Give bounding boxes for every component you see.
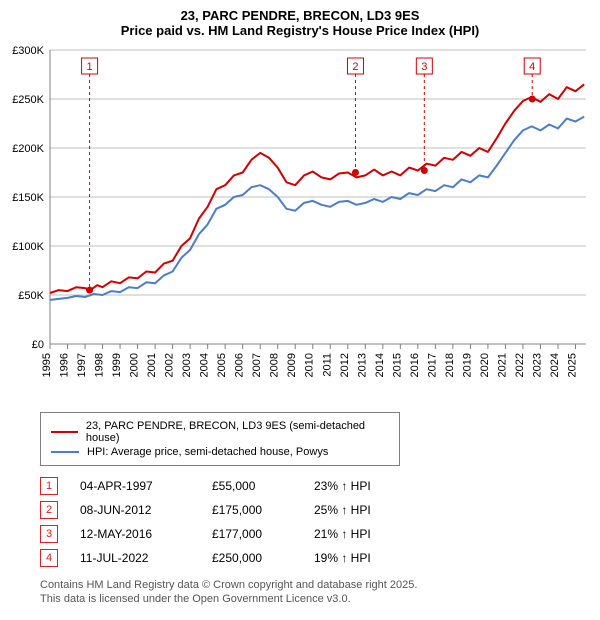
svg-text:2020: 2020 [479,353,491,377]
svg-text:2004: 2004 [199,353,211,377]
svg-text:2025: 2025 [566,353,578,377]
svg-text:1997: 1997 [76,353,88,377]
svg-text:2021: 2021 [496,353,508,377]
svg-text:£250K: £250K [12,94,44,106]
svg-text:2007: 2007 [251,353,263,377]
sale-date: 08-JUN-2012 [80,503,190,517]
svg-text:2001: 2001 [146,353,158,377]
svg-text:1998: 1998 [94,353,106,377]
svg-text:2006: 2006 [234,353,246,377]
svg-text:2023: 2023 [531,353,543,377]
title-subtitle: Price paid vs. HM Land Registry's House … [6,23,594,38]
svg-text:2013: 2013 [356,353,368,377]
svg-text:2011: 2011 [321,353,333,377]
svg-text:£0: £0 [32,339,44,351]
table-row: 1 04-APR-1997 £55,000 23% ↑ HPI [40,474,594,498]
sale-vs-hpi: 23% ↑ HPI [314,479,414,493]
legend-label: 23, PARC PENDRE, BRECON, LD3 9ES (semi-d… [86,420,389,444]
attribution-footer: Contains HM Land Registry data © Crown c… [40,578,594,607]
svg-text:3: 3 [421,61,427,73]
footer-line: This data is licensed under the Open Gov… [40,592,594,606]
svg-text:2014: 2014 [374,353,386,377]
svg-text:£300K: £300K [12,45,44,57]
svg-text:2015: 2015 [391,353,403,377]
svg-text:2019: 2019 [461,353,473,377]
svg-text:2003: 2003 [181,353,193,377]
line-chart-svg: £0 £50K £100K £150K £200K £250K £300K 1995 1996 1… [6,44,594,404]
sale-date: 04-APR-1997 [80,479,190,493]
legend: 23, PARC PENDRE, BRECON, LD3 9ES (semi-d… [40,412,400,466]
sales-table: 1 04-APR-1997 £55,000 23% ↑ HPI 2 08-JUN… [40,474,594,570]
sale-vs-hpi: 19% ↑ HPI [314,551,414,565]
table-row: 4 11-JUL-2022 £250,000 19% ↑ HPI [40,546,594,570]
svg-text:2010: 2010 [304,353,316,377]
svg-text:2017: 2017 [426,353,438,377]
legend-item: HPI: Average price, semi-detached house,… [51,445,389,459]
svg-text:2: 2 [352,61,358,73]
legend-label: HPI: Average price, semi-detached house,… [87,446,328,458]
chart-area: £0 £50K £100K £150K £200K £250K £300K 1995 1996 1… [6,44,594,404]
svg-text:1995: 1995 [41,353,53,377]
svg-text:2012: 2012 [339,353,351,377]
svg-text:2008: 2008 [269,353,281,377]
marker-badge: 2 [40,501,58,519]
sale-date: 11-JUL-2022 [80,551,190,565]
svg-text:2000: 2000 [129,353,141,377]
svg-text:4: 4 [529,61,535,73]
svg-text:£50K: £50K [18,290,44,302]
sale-price: £175,000 [212,503,292,517]
svg-text:2024: 2024 [549,353,561,377]
svg-text:2016: 2016 [409,353,421,377]
svg-text:1999: 1999 [111,353,123,377]
chart-container: 23, PARC PENDRE, BRECON, LD3 9ES Price p… [0,0,600,613]
legend-swatch [51,431,78,433]
svg-text:1996: 1996 [59,353,71,377]
marker-badge: 1 [40,477,58,495]
svg-text:1: 1 [87,61,93,73]
sale-price: £55,000 [212,479,292,493]
svg-text:£100K: £100K [12,241,44,253]
legend-swatch [51,451,79,453]
legend-item: 23, PARC PENDRE, BRECON, LD3 9ES (semi-d… [51,419,389,445]
table-row: 2 08-JUN-2012 £175,000 25% ↑ HPI [40,498,594,522]
table-row: 3 12-MAY-2016 £177,000 21% ↑ HPI [40,522,594,546]
svg-text:2009: 2009 [286,353,298,377]
svg-text:2022: 2022 [514,353,526,377]
svg-text:2018: 2018 [444,353,456,377]
sale-vs-hpi: 25% ↑ HPI [314,503,414,517]
svg-text:2002: 2002 [164,353,176,377]
title-address: 23, PARC PENDRE, BRECON, LD3 9ES [6,8,594,23]
svg-text:2005: 2005 [216,353,228,377]
svg-text:£150K: £150K [12,192,44,204]
sale-vs-hpi: 21% ↑ HPI [314,527,414,541]
svg-text:£200K: £200K [12,143,44,155]
footer-line: Contains HM Land Registry data © Crown c… [40,578,594,592]
sale-price: £250,000 [212,551,292,565]
sale-date: 12-MAY-2016 [80,527,190,541]
marker-badge: 4 [40,549,58,567]
title-block: 23, PARC PENDRE, BRECON, LD3 9ES Price p… [6,8,594,38]
marker-badge: 3 [40,525,58,543]
sale-price: £177,000 [212,527,292,541]
